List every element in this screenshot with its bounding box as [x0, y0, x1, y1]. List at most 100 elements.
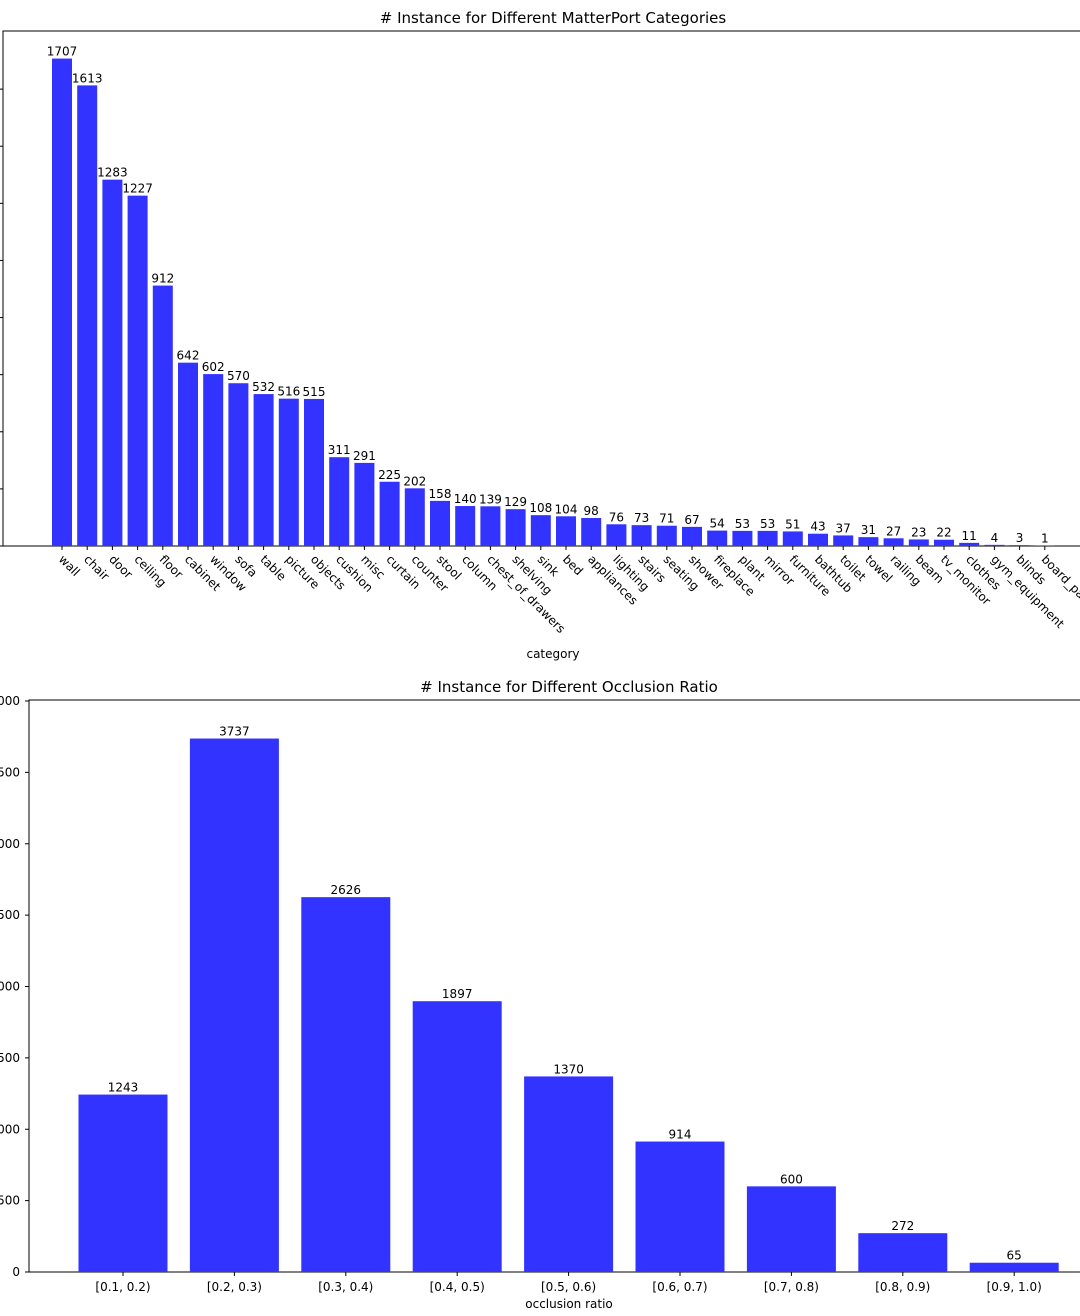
bar-misc — [354, 462, 375, 546]
value-label: 43 — [810, 520, 825, 534]
occlusion-chart-y-ticks: 0 500 1000 1500 2000 2500 3000 3500 4000 — [0, 694, 29, 1279]
bar-plant — [732, 530, 753, 546]
value-label: 4 — [991, 531, 999, 545]
bar-furniture — [782, 531, 803, 546]
value-label: 602 — [202, 360, 225, 374]
value-label: 1370 — [553, 1062, 584, 1076]
value-label: 67 — [684, 513, 699, 527]
y-tick-label: 500 — [0, 1194, 20, 1208]
value-label: 914 — [669, 1128, 692, 1142]
value-label: 1227 — [122, 182, 153, 196]
x-tick-label: wall — [56, 552, 83, 579]
bar-seating — [656, 525, 677, 546]
value-label: 291 — [353, 449, 376, 463]
value-label: 53 — [735, 517, 750, 531]
bar-counter — [404, 488, 425, 546]
x-tick-label: bed — [560, 552, 586, 578]
bar-occlusion — [189, 738, 279, 1272]
x-tick-label: [0.3, 0.4) — [318, 1280, 373, 1294]
x-tick-label: door — [106, 552, 135, 581]
value-label: 600 — [780, 1172, 803, 1186]
bar-picture — [278, 398, 299, 546]
bar-occlusion — [635, 1141, 725, 1272]
value-label: 1613 — [72, 71, 103, 85]
occlusion-chart-bars — [78, 738, 1059, 1272]
value-label: 54 — [710, 517, 725, 531]
bar-door — [102, 179, 123, 547]
bar-railing — [883, 538, 904, 546]
value-label: 23 — [911, 525, 926, 539]
bar-toilet — [833, 535, 854, 546]
bar-ceiling — [127, 195, 148, 546]
value-label: 98 — [584, 504, 599, 518]
value-label: 515 — [303, 385, 326, 399]
value-label: 71 — [659, 512, 674, 526]
value-label: 11 — [962, 529, 977, 543]
bar-cabinet — [178, 362, 198, 546]
bar-curtain — [379, 481, 400, 546]
bar-chair — [77, 85, 98, 546]
bar-bed — [556, 516, 576, 546]
occlusion-chart-x-ticks: [0.1, 0.2) [0.2, 0.3) [0.3, 0.4) [0.4, 0.5)… — [95, 1272, 1042, 1294]
bar-occlusion — [746, 1186, 836, 1272]
x-tick-label: [0.2, 0.3) — [207, 1280, 262, 1294]
category-chart-x-axis-label: category — [526, 647, 579, 661]
bar-sofa — [228, 383, 249, 546]
value-label: 104 — [555, 502, 578, 516]
value-label: 22 — [936, 526, 951, 540]
value-label: 53 — [760, 517, 775, 531]
value-label: 532 — [252, 380, 275, 394]
category-chart-x-ticks: wallchairdoorceilingfloorcabinetwindowso… — [56, 546, 1080, 636]
bar-beam — [908, 539, 929, 546]
value-label: 158 — [429, 487, 452, 501]
value-label: 912 — [151, 272, 174, 286]
category-chart: # Instance for Different MatterPort Cate… — [0, 9, 1080, 661]
x-tick-label: [0.7, 0.8) — [764, 1280, 819, 1294]
bar-occlusion — [78, 1094, 168, 1272]
x-tick-label: chair — [81, 552, 112, 583]
value-label: 76 — [609, 510, 624, 524]
bar-objects — [304, 398, 324, 546]
x-tick-label: [0.4, 0.5) — [430, 1280, 485, 1294]
value-label: 108 — [529, 501, 552, 515]
x-tick-label: [0.6, 0.7) — [652, 1280, 707, 1294]
value-label: 65 — [1007, 1249, 1022, 1263]
bar-tv_monitor — [934, 539, 954, 546]
bar-occlusion — [412, 1001, 502, 1272]
value-label: 642 — [177, 349, 200, 363]
value-label: 570 — [227, 369, 250, 383]
y-tick-label: 4000 — [0, 694, 20, 708]
occlusion-chart-title: # Instance for Different Occlusion Ratio — [420, 678, 718, 696]
bar-blinds — [1009, 545, 1030, 546]
x-tick-label: towel — [862, 552, 895, 585]
value-label: 73 — [634, 511, 649, 525]
bar-occlusion — [524, 1076, 614, 1272]
bar-occlusion — [301, 897, 391, 1272]
x-tick-label: [0.5, 0.6) — [541, 1280, 596, 1294]
y-tick-label: 1500 — [0, 1051, 20, 1065]
bar-sink — [530, 515, 551, 546]
y-tick-label: 2000 — [0, 980, 20, 994]
bar-chest_of_drawers — [480, 506, 501, 546]
bar-clothes — [959, 542, 980, 546]
bar-table — [253, 394, 274, 546]
occlusion-chart: # Instance for Different Occlusion Ratio… — [0, 678, 1080, 1311]
value-label: 27 — [886, 524, 901, 538]
occlusion-chart-value-labels: 1243 3737 2626 1897 1370 914 600 272 65 — [108, 725, 1022, 1263]
value-label: 129 — [504, 495, 527, 509]
bar-column — [455, 506, 476, 546]
value-label: 31 — [861, 523, 876, 537]
y-tick-label: 0 — [12, 1265, 20, 1279]
y-tick-label: 1000 — [0, 1122, 20, 1136]
category-chart-bars — [52, 58, 1055, 547]
occlusion-chart-x-axis-label: occlusion ratio — [525, 1297, 613, 1311]
value-label: 272 — [891, 1219, 914, 1233]
value-label: 139 — [479, 492, 502, 506]
value-label: 311 — [328, 443, 351, 457]
bar-towel — [858, 537, 879, 546]
bar-gym_equipment — [984, 544, 1005, 546]
category-chart-title: # Instance for Different MatterPort Cate… — [380, 9, 727, 27]
x-tick-label: [0.9, 1.0) — [987, 1280, 1042, 1294]
